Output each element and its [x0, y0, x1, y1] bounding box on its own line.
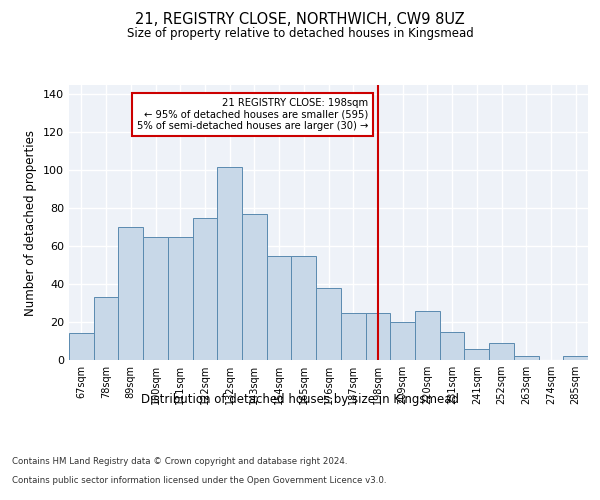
Bar	[193, 218, 217, 360]
Bar	[415, 310, 440, 360]
Bar	[365, 312, 390, 360]
Bar	[464, 348, 489, 360]
Text: Distribution of detached houses by size in Kingsmead: Distribution of detached houses by size …	[141, 392, 459, 406]
Text: 21 REGISTRY CLOSE: 198sqm
← 95% of detached houses are smaller (595)
5% of semi-: 21 REGISTRY CLOSE: 198sqm ← 95% of detac…	[137, 98, 368, 132]
Bar	[118, 227, 143, 360]
Bar	[168, 236, 193, 360]
Bar	[143, 236, 168, 360]
Text: Size of property relative to detached houses in Kingsmead: Size of property relative to detached ho…	[127, 28, 473, 40]
Bar	[390, 322, 415, 360]
Bar	[69, 334, 94, 360]
Bar	[341, 312, 365, 360]
Text: Contains HM Land Registry data © Crown copyright and database right 2024.: Contains HM Land Registry data © Crown c…	[12, 458, 347, 466]
Bar	[514, 356, 539, 360]
Bar	[217, 166, 242, 360]
Text: 21, REGISTRY CLOSE, NORTHWICH, CW9 8UZ: 21, REGISTRY CLOSE, NORTHWICH, CW9 8UZ	[135, 12, 465, 28]
Text: Contains public sector information licensed under the Open Government Licence v3: Contains public sector information licen…	[12, 476, 386, 485]
Bar	[94, 298, 118, 360]
Bar	[242, 214, 267, 360]
Bar	[267, 256, 292, 360]
Bar	[563, 356, 588, 360]
Bar	[440, 332, 464, 360]
Y-axis label: Number of detached properties: Number of detached properties	[25, 130, 37, 316]
Bar	[489, 343, 514, 360]
Bar	[316, 288, 341, 360]
Bar	[292, 256, 316, 360]
